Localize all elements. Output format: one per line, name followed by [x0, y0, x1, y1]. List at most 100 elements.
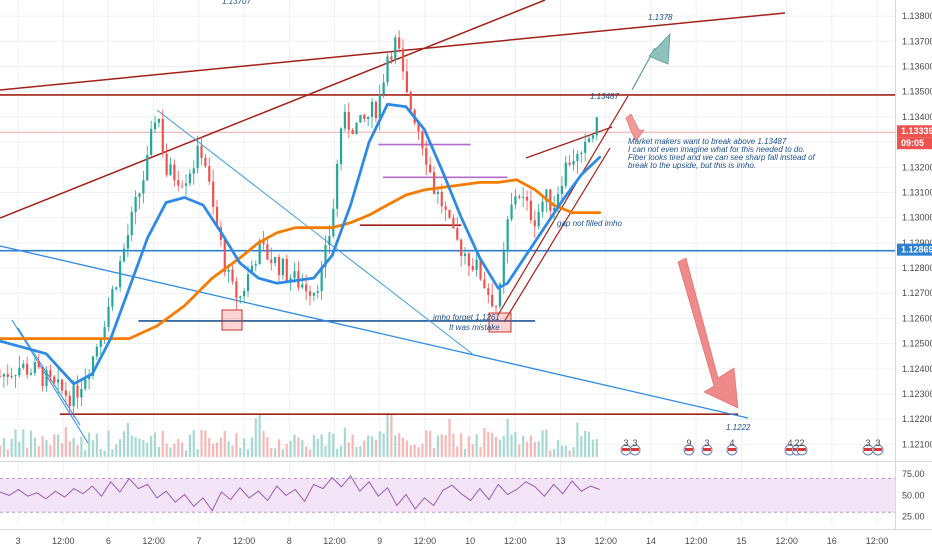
trend-line: [503, 147, 611, 323]
candle-body: [432, 172, 436, 194]
price-tick-label: 1.13200: [902, 162, 932, 172]
candle-body: [0, 376, 2, 378]
volume-bar: [6, 449, 9, 457]
candle-body: [173, 164, 176, 181]
volume-bar: [545, 429, 548, 457]
candle-body: [339, 128, 343, 164]
annotation-text: Market makers want to break above 1.1348…: [628, 137, 787, 146]
event-flag-stripe: [786, 448, 794, 451]
candle-body: [316, 291, 319, 293]
candle-body: [572, 161, 575, 165]
candle-body: [405, 71, 409, 93]
candle-body: [165, 153, 168, 175]
volume-bar: [460, 433, 463, 457]
candle-body: [270, 259, 273, 264]
volume-bar: [157, 446, 160, 457]
candle-body: [227, 269, 230, 272]
volume-bar: [18, 441, 21, 457]
volume-bar: [204, 430, 207, 457]
event-flag-icon: 3: [701, 438, 713, 456]
price-badge-label: 1.12869: [901, 245, 932, 255]
volume-bar: [584, 430, 587, 457]
candle-body: [541, 201, 544, 212]
candle-body: [22, 363, 25, 368]
time-tick-label: 12:00: [142, 536, 165, 546]
volume-bar: [266, 437, 269, 457]
candle-body: [2, 374, 5, 377]
volume-bar: [64, 427, 67, 457]
candle-body: [26, 363, 29, 375]
volume-bar: [130, 435, 133, 457]
projection-arrows: [625, 32, 739, 409]
candle-body: [289, 278, 292, 281]
event-flag-icon: 4: [726, 438, 738, 456]
candle-body: [285, 258, 288, 281]
volume-bar: [208, 438, 211, 457]
candle-body: [343, 112, 346, 129]
candle-body: [308, 291, 312, 296]
volume-bar: [390, 414, 393, 457]
volume-bar: [394, 435, 397, 457]
volume-bar: [529, 435, 533, 457]
candle-body: [177, 180, 180, 186]
candle-body: [196, 145, 199, 169]
candle-body: [274, 256, 277, 264]
event-count: 3: [704, 438, 709, 448]
candle-body: [529, 200, 533, 221]
price-tick-label: 1.13100: [902, 187, 932, 197]
candle-body: [595, 117, 598, 136]
candle-body: [498, 283, 502, 307]
volume-bar: [177, 438, 180, 457]
candle-body: [72, 385, 75, 407]
rsi-panel: [0, 475, 895, 513]
volume-bar: [285, 443, 288, 457]
volume-bar: [49, 445, 52, 457]
candle-body: [258, 240, 261, 265]
candle-body: [215, 206, 219, 228]
candle-body: [425, 148, 428, 165]
candle-body: [378, 94, 381, 119]
candle-body: [293, 271, 296, 279]
candle-body: [138, 193, 141, 198]
time-tick-label: 7: [196, 536, 201, 546]
volume-bar: [564, 445, 567, 457]
volume-bar: [506, 418, 509, 457]
price-tick-label: 1.13400: [902, 112, 932, 122]
candle-body: [525, 196, 529, 201]
sma-orange-line: [0, 178, 602, 341]
candle-body: [49, 370, 52, 377]
annotation-text: I can not even imagine what for this nee…: [628, 145, 805, 154]
volume-bar: [556, 440, 560, 457]
time-tick-label: 9: [377, 536, 382, 546]
candle-body: [99, 338, 102, 347]
event-flag-icon: 3: [629, 438, 641, 456]
price-tick-label: 1.12600: [902, 313, 932, 323]
volume-bar: [161, 431, 164, 457]
volume-bar: [95, 433, 98, 457]
volume-bar: [146, 442, 149, 457]
price-tick-label: 1.12100: [902, 439, 932, 449]
candle-body: [64, 390, 67, 396]
candle-body: [223, 239, 226, 272]
rsi-band: [0, 478, 895, 513]
volume-bar: [374, 439, 377, 457]
volume-bar: [250, 437, 253, 457]
volume-bar: [587, 431, 591, 457]
trend-line: [0, 245, 749, 419]
volume-bar: [444, 435, 447, 457]
candle-body: [580, 152, 583, 154]
volume-bar: [339, 445, 343, 457]
volume-bar: [522, 435, 525, 457]
volume-bar: [425, 430, 428, 457]
candle-body: [409, 92, 412, 110]
time-tick-label: 3: [15, 536, 20, 546]
volume-bar: [53, 434, 56, 457]
candle-body: [142, 180, 145, 194]
volume-bar: [568, 450, 571, 457]
volume-bar: [262, 430, 265, 457]
candle-body: [301, 284, 304, 288]
price-tick-label: 1.13800: [902, 11, 932, 21]
price-tick-label: 1.13500: [902, 87, 932, 97]
event-count: 3: [623, 438, 628, 448]
